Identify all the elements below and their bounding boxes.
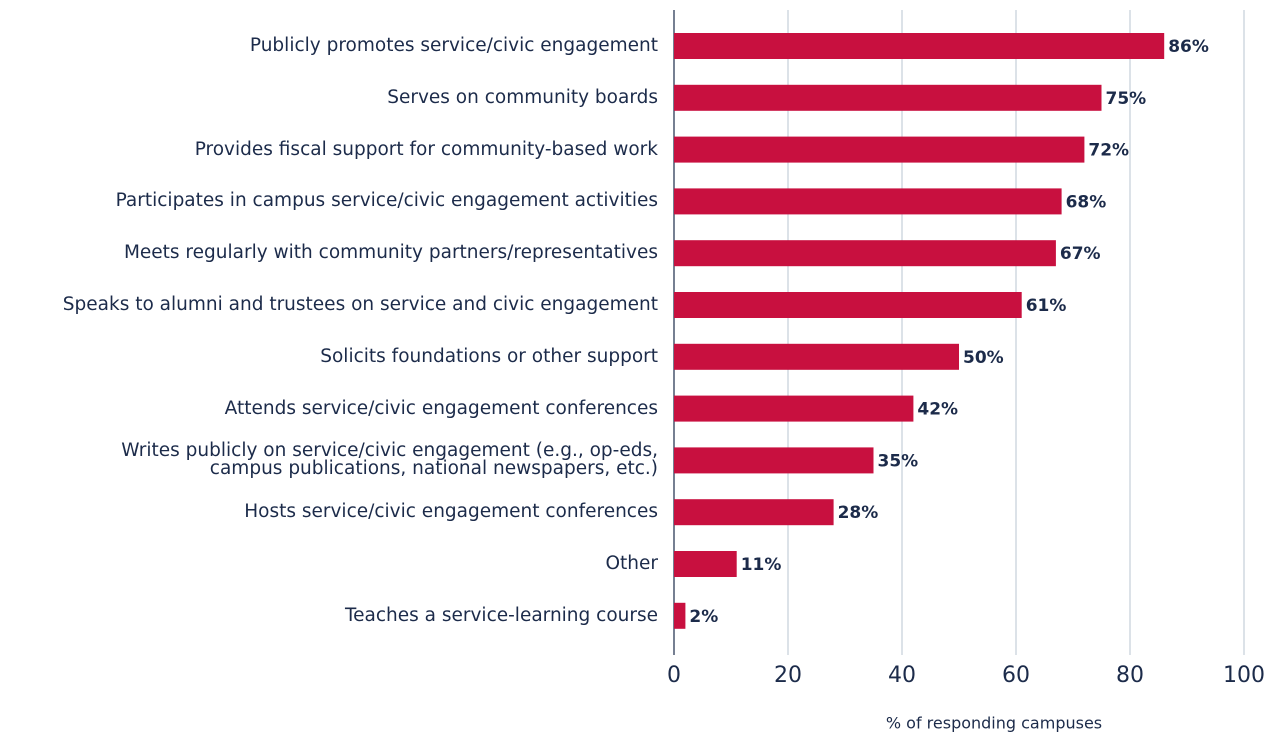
bar — [674, 395, 914, 422]
bar — [674, 136, 1085, 163]
x-tick-label: 0 — [667, 663, 681, 688]
category-label: Meets regularly with community partners/… — [123, 242, 658, 264]
value-label: 75% — [1106, 89, 1147, 109]
category-label: Hosts service/civic engagement conferenc… — [244, 501, 658, 523]
category-label: Other — [605, 553, 658, 574]
x-tick-label: 20 — [774, 663, 802, 688]
value-label: 67% — [1060, 244, 1101, 264]
value-label: 35% — [878, 451, 919, 471]
value-label: 28% — [838, 503, 879, 523]
bar — [674, 551, 737, 577]
category-label: Participates in campus service/civic eng… — [115, 190, 658, 212]
value-label: 2% — [689, 607, 718, 627]
category-label: Teaches a service-learning course — [344, 604, 658, 626]
category-label: Solicits foundations or other support — [320, 345, 658, 367]
bar — [674, 602, 686, 629]
bar — [674, 84, 1102, 111]
x-tick-label: 80 — [1116, 663, 1144, 688]
bar — [674, 499, 834, 526]
category-label: Serves on community boards — [387, 86, 658, 108]
value-label: 50% — [963, 348, 1004, 368]
value-label: 86% — [1168, 37, 1209, 57]
x-tick-label: 100 — [1223, 663, 1265, 688]
bar — [674, 447, 874, 474]
x-tick-label: 40 — [888, 663, 916, 688]
bar — [674, 292, 1022, 318]
bar — [674, 240, 1056, 267]
category-label: Attends service/civic engagement confere… — [224, 397, 658, 419]
category-label: Provides fiscal support for community-ba… — [194, 138, 658, 160]
bar — [674, 343, 959, 370]
value-label: 72% — [1088, 141, 1129, 161]
value-label: 68% — [1066, 192, 1107, 212]
value-label: 61% — [1026, 296, 1067, 316]
value-label: 11% — [741, 555, 782, 575]
bar — [674, 33, 1165, 59]
bar — [674, 188, 1062, 215]
category-label: Speaks to alumni and trustees on service… — [62, 294, 658, 315]
category-label: Writes publicly on service/civic engagem… — [121, 440, 658, 480]
category-label: Publicly promotes service/civic engageme… — [249, 35, 658, 56]
x-tick-label: 60 — [1002, 663, 1030, 688]
value-label: 42% — [917, 400, 958, 420]
x-axis-label: % of responding campuses — [886, 714, 1102, 733]
